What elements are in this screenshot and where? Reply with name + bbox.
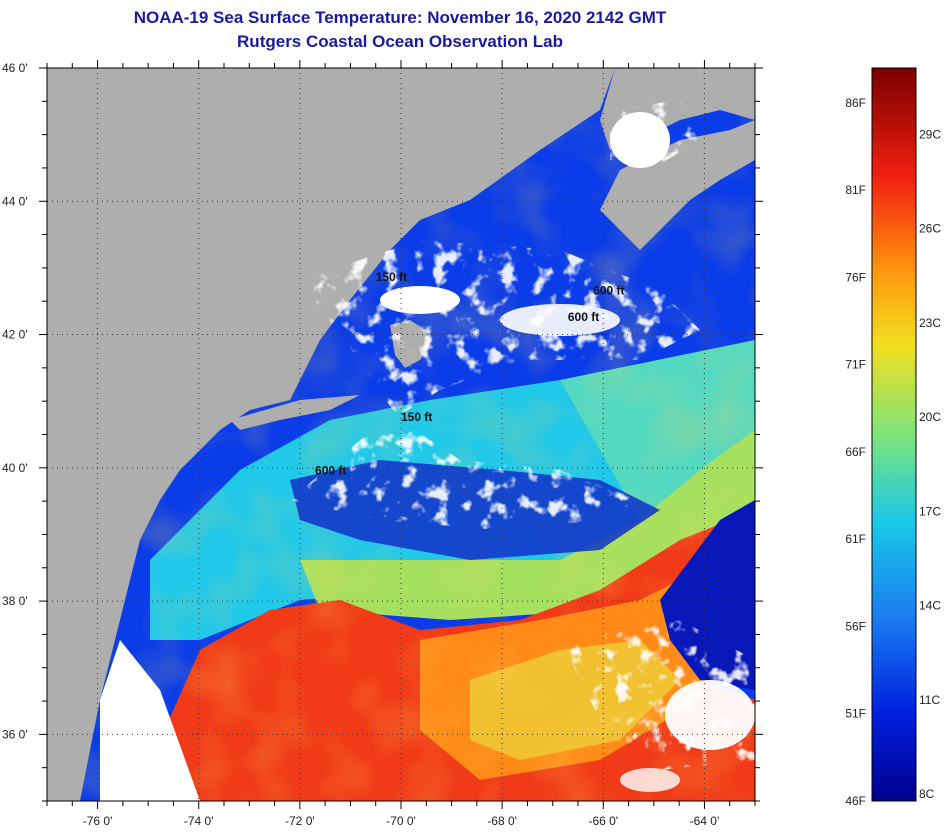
colorbar-f-label: 86F <box>845 96 866 110</box>
land-nova-scotia <box>600 120 755 250</box>
colorbar-c-label: 17C <box>919 504 941 518</box>
lon-tick-label: -72 0' <box>285 814 315 828</box>
cloud-patch <box>500 304 620 336</box>
colorbar-c-label: 8C <box>919 787 935 801</box>
isobath-label: 600 ft <box>593 284 624 298</box>
map-title: NOAA-19 Sea Surface Temperature: Novembe… <box>133 8 667 27</box>
lat-tick-label: 36 0' <box>2 727 28 741</box>
lat-tick-label: 44 0' <box>2 194 28 208</box>
colorbar-f-label: 81F <box>845 183 866 197</box>
lat-tick-label: 42 0' <box>2 328 28 342</box>
colorbar-c-label: 14C <box>919 599 941 613</box>
lat-tick-label: 38 0' <box>2 594 28 608</box>
colorbar-fahrenheit-labels: 86F 81F 76F 71F 66F 61F 56F 51F 46F <box>845 96 866 808</box>
colorbar-c-label: 29C <box>919 127 941 141</box>
cloud-patch <box>665 680 755 750</box>
isobath-labels: 150 ft 600 ft 600 ft 150 ft 600 ft <box>315 270 625 477</box>
axis-ticks <box>39 60 763 809</box>
map-image: 150 ft 600 ft 600 ft 150 ft 600 ft <box>47 68 755 801</box>
colorbar-f-label: 61F <box>845 532 866 546</box>
map-subtitle: Rutgers Coastal Ocean Observation Lab <box>237 32 563 51</box>
lat-tick-label: 40 0' <box>2 461 28 475</box>
isobath-label: 150 ft <box>376 270 407 284</box>
lon-tick-label: -66 0' <box>588 814 618 828</box>
colorbar-f-label: 71F <box>845 358 866 372</box>
temperature-colorbar <box>871 67 917 802</box>
colorbar-f-label: 56F <box>845 619 866 633</box>
colorbar-celsius-labels: 29C 26C 23C 20C 17C 14C 11C 8C <box>919 127 941 801</box>
colorbar-c-label: 20C <box>919 410 941 424</box>
lon-tick-label: -68 0' <box>487 814 517 828</box>
colorbar-c-label: 26C <box>919 222 941 236</box>
colorbar-f-label: 46F <box>845 794 866 808</box>
lat-tick-label: 46 0' <box>2 61 28 75</box>
isobath-label: 600 ft <box>568 310 599 324</box>
land-us-northeast <box>47 68 615 801</box>
lon-tick-label: -64 0' <box>690 814 720 828</box>
colorbar-f-label: 76F <box>845 270 866 284</box>
isobath-label: 150 ft <box>401 410 432 424</box>
colorbar-c-label: 11C <box>919 693 940 707</box>
latitude-axis: 46 0' 44 0' 42 0' 40 0' 38 0' 36 0' <box>2 61 28 741</box>
no-data-wedge <box>100 640 200 801</box>
colorbar-f-label: 66F <box>845 445 866 459</box>
lon-tick-label: -76 0' <box>83 814 113 828</box>
colorbar-c-label: 23C <box>919 316 941 330</box>
colorbar-f-label: 51F <box>845 707 866 721</box>
land-long-island <box>230 395 360 430</box>
cloud-patch <box>620 768 680 792</box>
lon-tick-label: -74 0' <box>184 814 214 828</box>
lon-tick-label: -70 0' <box>386 814 416 828</box>
cloud-patch <box>610 112 670 168</box>
graticule <box>47 68 755 801</box>
cloud-patch <box>380 286 460 314</box>
longitude-axis: -76 0' -74 0' -72 0' -70 0' -68 0' -66 0' -64 … <box>83 814 720 828</box>
isobath-label: 600 ft <box>315 463 346 477</box>
